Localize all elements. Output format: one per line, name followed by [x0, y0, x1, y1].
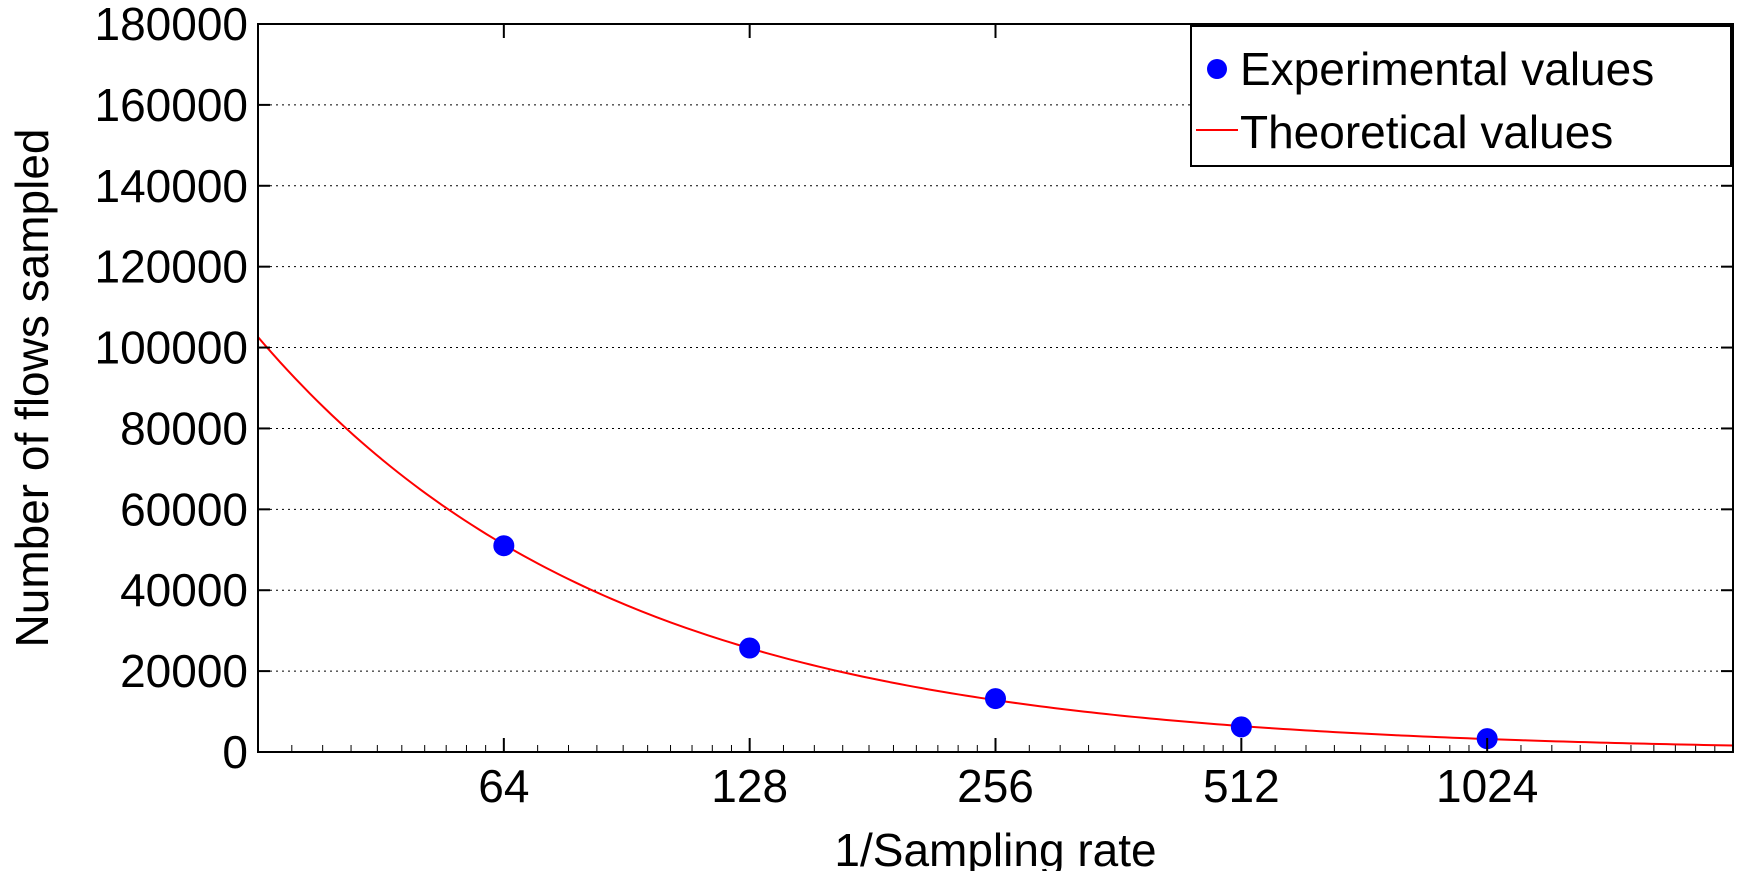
x-tick-label-4: 1024: [1436, 760, 1538, 812]
y-tick-label-0: 0: [222, 726, 248, 778]
tick-layer: 0 20000 40000 60000 80000 100000 120000 140000 1…: [95, 0, 1733, 812]
y-tick-label-6: 120000: [95, 241, 249, 293]
x-tick-label-1: 128: [711, 760, 788, 812]
legend-label-theoretical: Theoretical values: [1240, 106, 1613, 158]
minor-tick-layer: [291, 745, 1716, 752]
y-tick-label-7: 140000: [95, 160, 249, 212]
experimental-point-3: [1230, 716, 1252, 738]
experimental-point-0: [493, 535, 515, 557]
y-tick-label-3: 60000: [120, 483, 248, 535]
grid-layer: [258, 104, 1733, 672]
legend-marker-experimental: [1207, 59, 1227, 79]
experimental-point-1: [739, 637, 761, 659]
y-tick-label-1: 20000: [120, 645, 248, 697]
y-tick-label-8: 160000: [95, 79, 249, 131]
legend-label-experimental: Experimental values: [1240, 43, 1654, 95]
legend: Experimental values Theoretical values: [1190, 25, 1732, 167]
y-tick-label-2: 40000: [120, 564, 248, 616]
experimental-point-2: [985, 688, 1006, 710]
series-layer: [257, 336, 1734, 750]
x-axis-label: 1/Sampling rate: [834, 824, 1156, 871]
y-tick-label-4: 80000: [120, 402, 248, 454]
x-tick-label-0: 64: [478, 760, 529, 812]
y-tick-label-5: 100000: [95, 322, 249, 374]
x-tick-label-3: 512: [1203, 760, 1280, 812]
theoretical-curve: [257, 336, 1734, 747]
legend-box: [1190, 25, 1732, 167]
x-tick-label-2: 256: [957, 760, 1034, 812]
y-axis-label: Number of flows sampled: [6, 129, 58, 648]
y-tick-label-9: 180000: [95, 0, 249, 50]
